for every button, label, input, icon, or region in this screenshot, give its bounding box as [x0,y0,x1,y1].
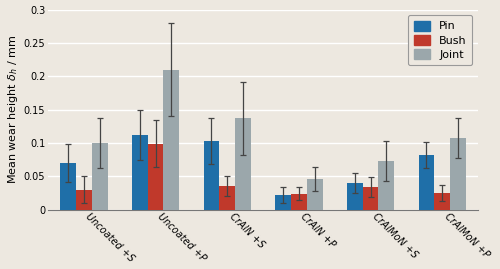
Bar [132,135,148,210]
Bar [291,194,307,210]
Bar [76,190,92,210]
Bar [164,70,179,210]
Bar [92,143,108,210]
Bar [362,187,378,210]
Bar [307,179,322,210]
Bar [378,161,394,210]
Bar [276,195,291,210]
Bar [418,155,434,210]
Bar [450,137,466,210]
Bar [235,118,251,210]
Bar [148,144,164,210]
Bar [347,183,362,210]
Y-axis label: Mean wear height $\delta_h$ / mm: Mean wear height $\delta_h$ / mm [6,35,20,184]
Bar [220,186,235,210]
Bar [434,193,450,210]
Bar [204,141,220,210]
Legend: Pin, Bush, Joint: Pin, Bush, Joint [408,15,472,65]
Bar [60,163,76,210]
